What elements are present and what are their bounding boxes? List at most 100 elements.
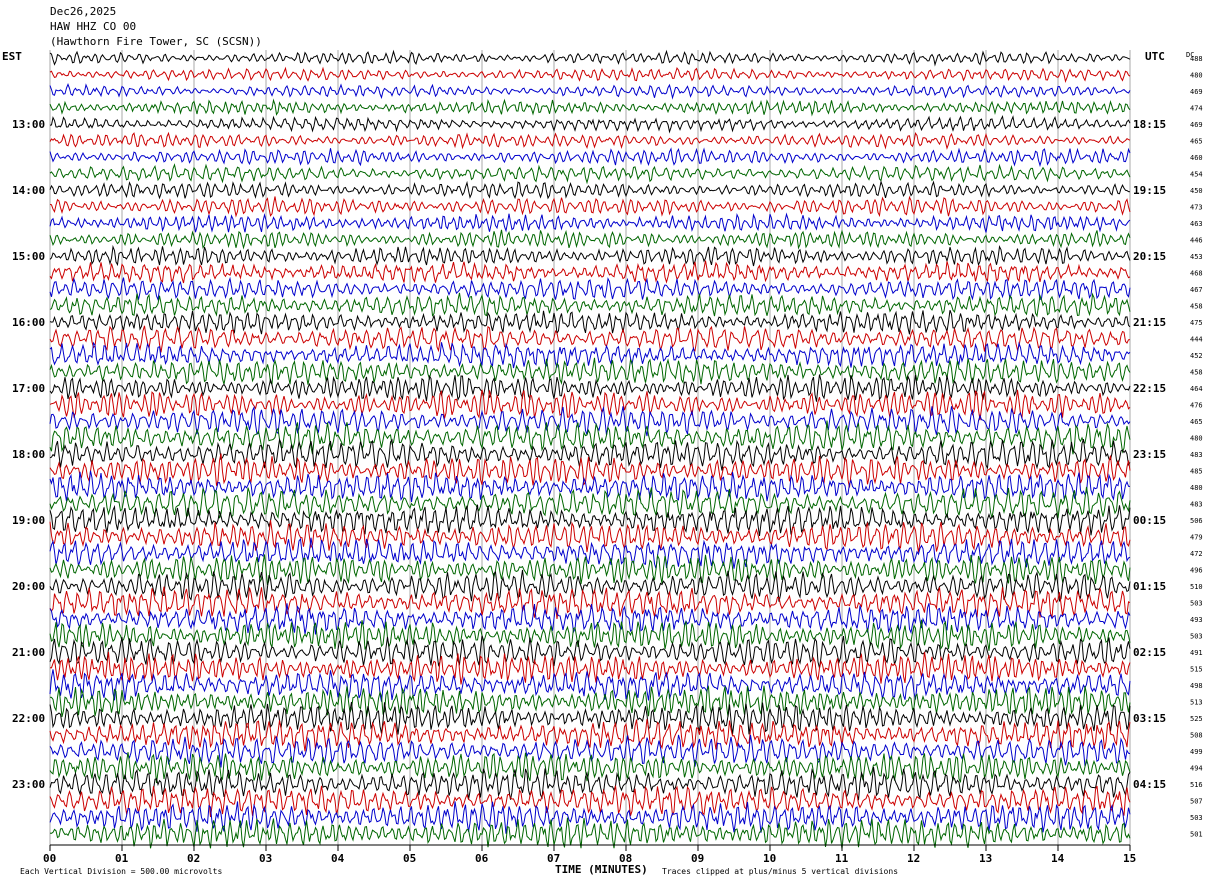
utc-hour-labels: 18:15 19:15 20:15 21:15 22:15 23:15 00:15 01:15… [1133, 118, 1166, 791]
dc-offset-value: 483 [1190, 501, 1203, 509]
trace-line [49, 292, 1131, 318]
trace-line [49, 785, 1131, 818]
trace-line [49, 244, 1131, 267]
utc-hour-label: 18:15 [1133, 118, 1166, 131]
trace-line [49, 212, 1131, 233]
est-hour-label: 23:00 [12, 778, 45, 791]
dc-offset-value: 480 [1190, 435, 1203, 443]
trace-line [49, 310, 1131, 335]
est-hour-label: 15:00 [12, 250, 45, 263]
dc-offset-value: 468 [1190, 270, 1203, 278]
trace-line [49, 49, 1131, 67]
x-tick-label: 13 [979, 852, 992, 865]
clip-note: Traces clipped at plus/minus 5 vertical … [662, 867, 898, 876]
utc-hour-label: 23:15 [1133, 448, 1166, 461]
dc-offset-value: 465 [1190, 418, 1203, 426]
dc-offset-value: 503 [1190, 814, 1203, 822]
x-tick-label: 11 [835, 852, 849, 865]
utc-hour-label: 01:15 [1133, 580, 1166, 593]
dc-offset-value: 479 [1190, 534, 1203, 542]
dc-offset-labels: 488 480 469 474 469 465 460 454 450 473 463 446 453 4… [1190, 55, 1203, 839]
dc-offset-value: 460 [1190, 154, 1203, 162]
trace-line [49, 504, 1131, 536]
est-hour-label: 20:00 [12, 580, 45, 593]
utc-hour-label: 02:15 [1133, 646, 1166, 659]
trace-line [49, 486, 1131, 519]
trace-line [49, 163, 1131, 185]
trace-line [49, 701, 1131, 735]
utc-hour-label: 19:15 [1133, 184, 1166, 197]
x-tick-label: 10 [763, 852, 776, 865]
trace-group [49, 49, 1131, 850]
x-tick-label: 00 [43, 852, 56, 865]
trace-line [49, 147, 1131, 168]
header-location: (Hawthorn Fire Tower, SC (SCSN)) [50, 35, 262, 48]
dc-offset-value: 444 [1190, 336, 1203, 344]
dc-offset-value: 488 [1190, 55, 1203, 63]
trace-line [49, 669, 1131, 702]
x-tick-label: 03 [259, 852, 272, 865]
trace-line [49, 276, 1131, 302]
trace-line [49, 229, 1131, 250]
dc-offset-value: 465 [1190, 138, 1203, 146]
utc-hour-label: 20:15 [1133, 250, 1166, 263]
trace-line [49, 817, 1131, 850]
est-hour-label: 19:00 [12, 514, 45, 527]
x-tick-label: 14 [1051, 852, 1065, 865]
est-hour-label: 14:00 [12, 184, 45, 197]
est-hour-label: 17:00 [12, 382, 45, 395]
x-tick-label: 08 [619, 852, 632, 865]
trace-line [49, 341, 1131, 369]
trace-line [49, 66, 1131, 83]
est-hour-label: 13:00 [12, 118, 45, 131]
dc-offset-value: 499 [1190, 748, 1203, 756]
x-tick-label: 12 [907, 852, 920, 865]
trace-line [49, 520, 1131, 553]
dc-offset-value: 491 [1190, 649, 1203, 657]
est-hour-label: 21:00 [12, 646, 45, 659]
est-hour-label: 16:00 [12, 316, 45, 329]
dc-offset-value: 480 [1190, 484, 1203, 492]
trace-line [49, 719, 1131, 752]
dc-offset-value: 458 [1190, 303, 1203, 311]
x-axis-title: TIME (MINUTES) [555, 863, 648, 876]
x-tick-label: 09 [691, 852, 704, 865]
dc-offset-value: 452 [1190, 352, 1203, 360]
left-axis-label: EST [2, 50, 22, 63]
trace-line [49, 114, 1131, 134]
est-hour-labels: 13:00 14:00 15:00 16:00 17:00 18:00 19:00 20:00… [12, 118, 45, 791]
dc-offset-value: 507 [1190, 798, 1203, 806]
x-tick-label: 06 [475, 852, 489, 865]
dc-offset-value: 510 [1190, 583, 1203, 591]
dc-offset-value: 498 [1190, 682, 1203, 690]
trace-line [49, 374, 1131, 402]
dc-offset-value: 515 [1190, 666, 1203, 674]
x-tick-label: 05 [403, 852, 416, 865]
dc-offset-value: 485 [1190, 468, 1203, 476]
trace-line [49, 83, 1131, 100]
dc-offset-value: 513 [1190, 699, 1203, 707]
dc-offset-value: 501 [1190, 831, 1203, 839]
header-station: HAW HHZ CO 00 [50, 20, 136, 33]
dc-offset-value: 454 [1190, 171, 1203, 179]
dc-offset-value: 525 [1190, 715, 1203, 723]
trace-line [49, 389, 1131, 421]
dc-offset-value: 453 [1190, 253, 1203, 261]
dc-offset-value: 446 [1190, 237, 1203, 245]
trace-line [49, 651, 1131, 685]
dc-offset-value: 508 [1190, 732, 1203, 740]
header-date: Dec26,2025 [50, 5, 116, 18]
dc-offset-value: 503 [1190, 600, 1203, 608]
trace-line [49, 405, 1131, 437]
trace-line [49, 619, 1131, 651]
dc-label: DC [1186, 51, 1194, 59]
utc-hour-label: 04:15 [1133, 778, 1166, 791]
x-tick-label: 15 [1123, 852, 1136, 865]
dc-offset-value: 469 [1190, 121, 1203, 129]
trace-line [49, 131, 1131, 150]
dc-offset-value: 483 [1190, 451, 1203, 459]
trace-line [49, 357, 1131, 386]
scale-note: Each Vertical Division = 500.00 microvol… [20, 867, 222, 876]
trace-line [49, 537, 1131, 569]
